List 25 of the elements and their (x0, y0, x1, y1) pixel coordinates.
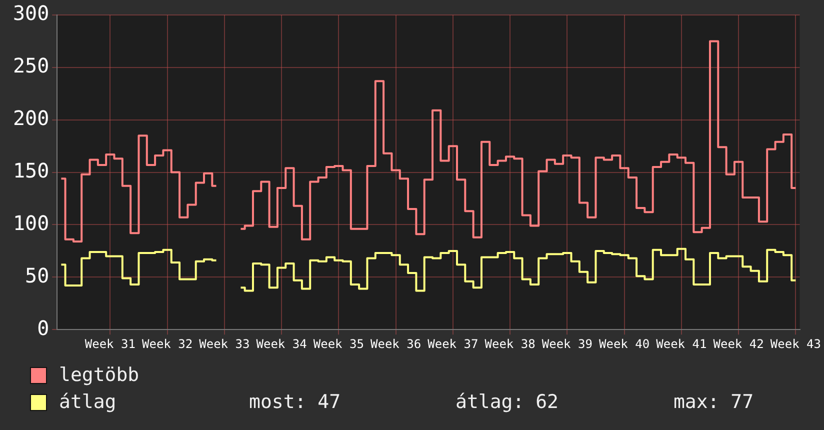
x-tick-label: Week 39 (542, 336, 592, 351)
y-tick-label: 50 (25, 263, 50, 288)
x-tick-label: Week 38 (484, 336, 536, 351)
x-tick-label: Week 43 (770, 336, 821, 351)
text: átlag: 62 (456, 390, 558, 415)
y-tick-label: 250 (13, 54, 50, 78)
x-tick-label: Week 32 (142, 336, 193, 351)
legend-label: átlag (59, 390, 118, 415)
y-tick-label: 200 (13, 106, 50, 130)
text: most: 47 (249, 390, 341, 415)
x-tick-label: Week 37 (428, 336, 478, 351)
y-tick-label: 150 (13, 158, 50, 183)
y-tick-label: 0 (37, 316, 50, 340)
x-tick-label: Week 35 (313, 336, 364, 351)
x-tick-label: Week 33 (199, 336, 250, 351)
x-tick-label: Week 36 (370, 336, 422, 351)
x-tick-label: Week 41 (656, 336, 707, 351)
x-tick-label: Week 40 (599, 336, 650, 351)
x-tick-label: Week 34 (256, 336, 307, 351)
x-tick-label: Week 31 (84, 336, 136, 351)
text: max: 77 (673, 390, 754, 415)
y-tick-label: 300 (13, 1, 50, 26)
x-tick-label: Week 42 (713, 336, 764, 351)
legend-label: legtöbb (59, 363, 140, 388)
y-tick-label: 100 (13, 210, 50, 235)
